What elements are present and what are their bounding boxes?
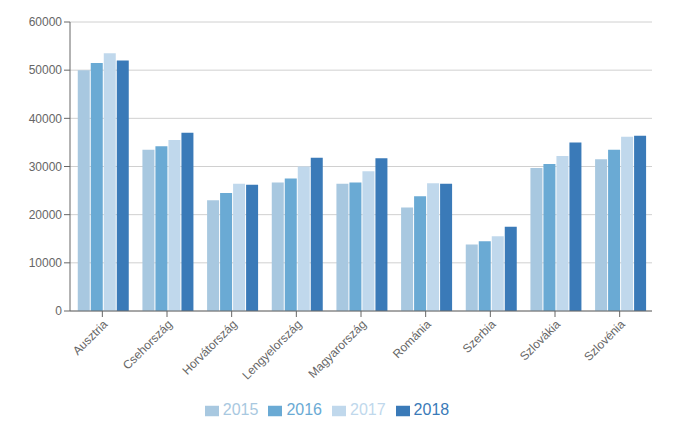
svg-text:Szlovénia: Szlovénia	[581, 317, 628, 364]
svg-text:Magyarország: Magyarország	[305, 317, 369, 381]
svg-text:Csehország: Csehország	[120, 317, 175, 372]
svg-text:30000: 30000	[29, 160, 63, 174]
svg-text:0: 0	[55, 304, 62, 318]
svg-text:60000: 60000	[29, 15, 63, 29]
svg-text:Horvátország: Horvátország	[179, 317, 239, 377]
svg-text:10000: 10000	[29, 256, 63, 270]
html-text:2015: 2015	[222, 401, 259, 418]
svg-text:Szerbia: Szerbia	[460, 317, 499, 356]
html-text:2017: 2017	[350, 401, 386, 418]
html-text:2016: 2016	[286, 401, 322, 418]
svg-text:Románia: Románia	[390, 317, 434, 361]
svg-text:40000: 40000	[29, 112, 63, 126]
svg-text:Ausztria: Ausztria	[70, 317, 111, 358]
svg-text:Szlovákia: Szlovákia	[517, 317, 563, 363]
svg-text:20000: 20000	[29, 208, 63, 222]
html-text:2018: 2018	[413, 401, 450, 418]
svg-text:50000: 50000	[29, 63, 63, 77]
svg-text:Lengyelország: Lengyelország	[239, 317, 304, 382]
